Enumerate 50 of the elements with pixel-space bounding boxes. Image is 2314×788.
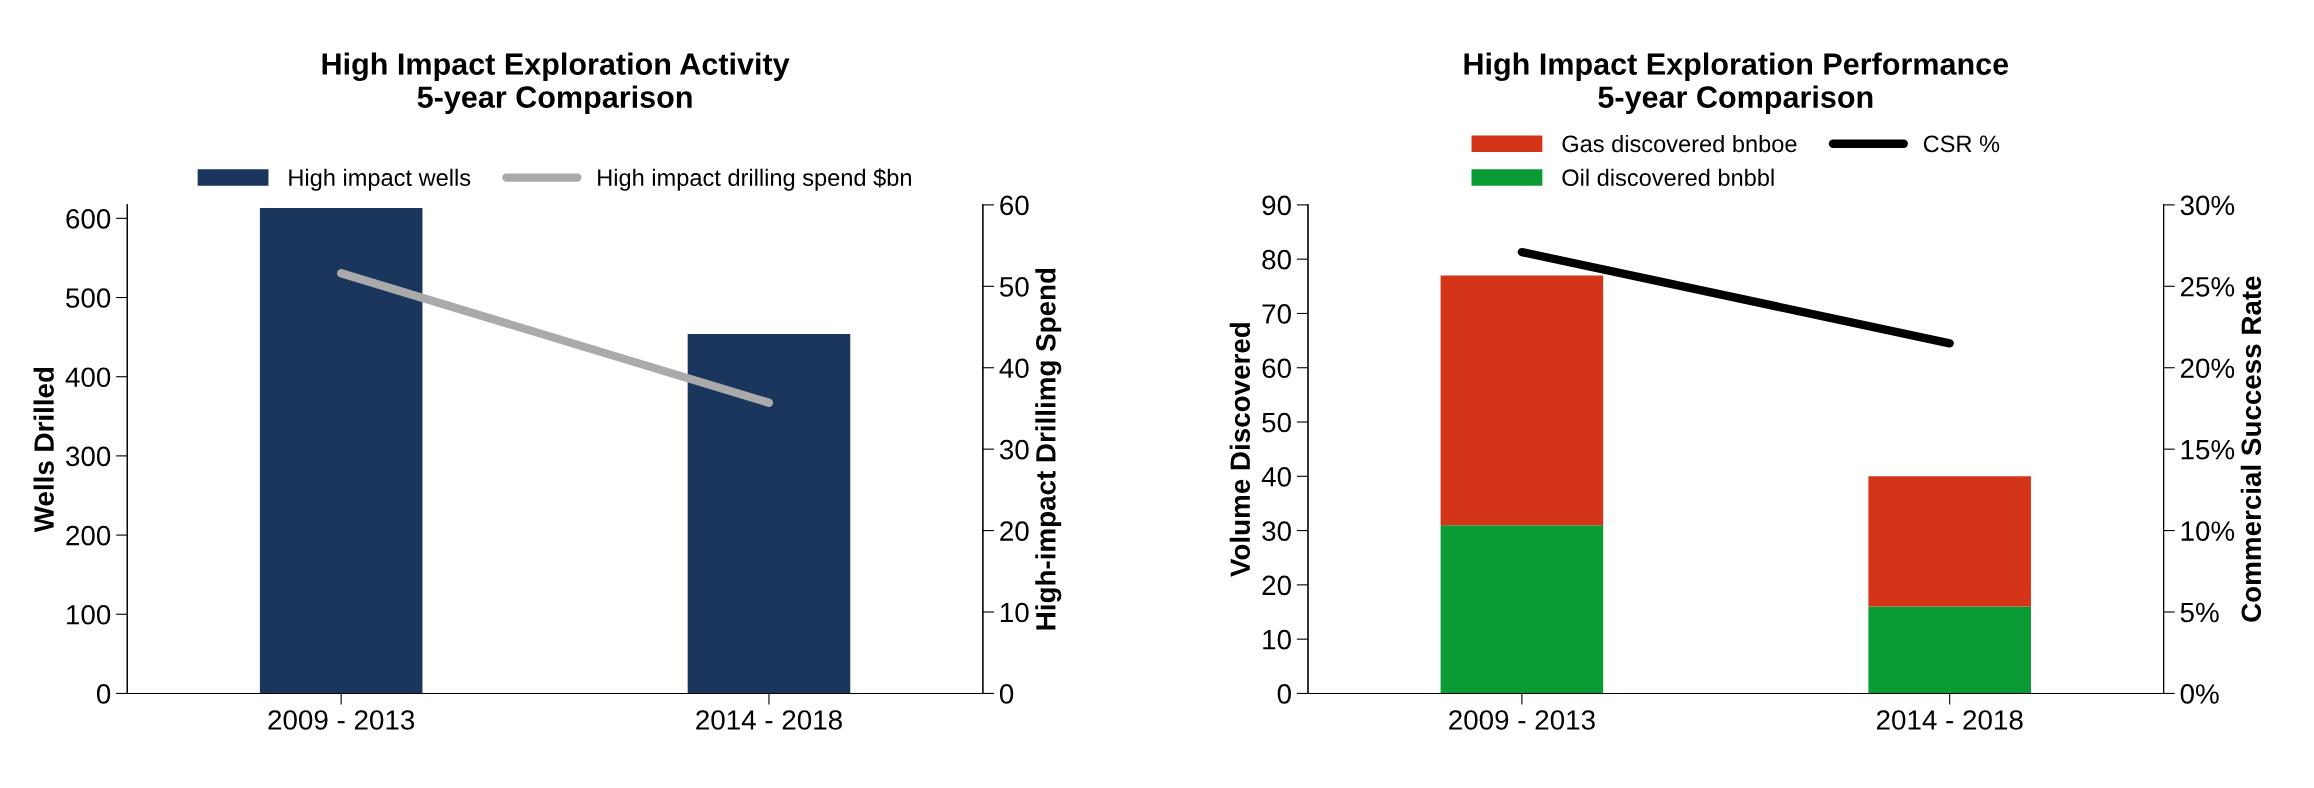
bar <box>1868 476 2031 607</box>
y2-tick-label: 20 <box>1000 521 1029 541</box>
y-axis-title: Wells Drilled <box>33 367 54 533</box>
legend-label: Gas discovered bnboe <box>1562 134 1797 153</box>
x-tick-label: 2014 - 2018 <box>1876 710 2023 730</box>
x-tick-label: 2009 - 2013 <box>268 710 415 730</box>
bar <box>1868 606 2031 694</box>
y2-tick-label: 0 <box>999 684 1014 704</box>
x-tick-label: 2009 - 2013 <box>1449 710 1595 730</box>
bar <box>1440 275 1604 526</box>
y2-tick-label: 10% <box>2181 521 2235 541</box>
x-tick-label: 2014 - 2018 <box>696 710 842 730</box>
y-axis-title: Volume Discovered <box>1229 323 1251 577</box>
chart-title: High Impact Exploration Performance 5-year Comparison <box>1464 52 2009 114</box>
y2-tick-label: 60 <box>1000 195 1029 216</box>
y-tick-label: 10 <box>1263 629 1291 650</box>
y-tick-label: 30 <box>1262 521 1291 541</box>
y2-tick-label: 40 <box>999 358 1029 379</box>
y-tick-label: 40 <box>1261 466 1291 487</box>
y2-tick-label: 5% <box>2180 602 2219 623</box>
y2-tick-label: 25% <box>2180 276 2235 297</box>
legend-label: Oil discovered bnbbl <box>1562 168 1774 187</box>
y-tick-label: 80 <box>1262 249 1291 270</box>
y2-axis-title: High-impact Drillimg Spend <box>1035 268 1062 630</box>
y2-tick-label: 30 <box>999 439 1029 460</box>
legend-label: CSR % <box>1923 135 2000 153</box>
y-tick-label: 200 <box>66 525 111 546</box>
y-tick-label: 70 <box>1262 304 1291 324</box>
y-tick-label: 500 <box>66 288 111 308</box>
y-tick-label: 0 <box>1277 684 1291 704</box>
legend-label: High impact wells <box>289 168 471 191</box>
y-tick-label: 90 <box>1262 195 1291 216</box>
y-tick-label: 600 <box>66 209 111 229</box>
y-tick-label: 20 <box>1262 575 1291 596</box>
legend-label: High impact drilling spend $bn <box>598 168 911 191</box>
chart-title: High Impact Exploration Activity 5-year Comparison <box>322 52 790 114</box>
y2-tick-label: 50 <box>999 276 1029 297</box>
y-tick-label: 60 <box>1262 358 1291 379</box>
y2-tick-label: 20% <box>2180 358 2235 379</box>
y2-axis-title: Commercial Success Rate <box>2240 276 2262 622</box>
y2-tick-label: 0% <box>2180 684 2219 704</box>
y2-tick-label: 30% <box>2180 195 2235 216</box>
y2-tick-label: 15% <box>2181 439 2235 460</box>
y-tick-label: 300 <box>66 446 111 467</box>
bar <box>1440 525 1604 694</box>
y-tick-label: 400 <box>65 367 111 388</box>
y2-tick-label: 10 <box>1000 602 1029 623</box>
y-tick-label: 100 <box>67 604 111 625</box>
y-tick-label: 50 <box>1262 412 1291 433</box>
y-tick-label: 0 <box>96 684 111 704</box>
